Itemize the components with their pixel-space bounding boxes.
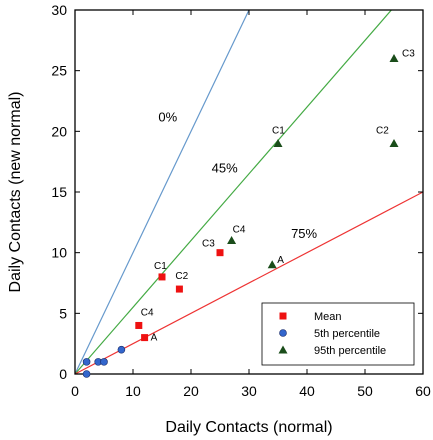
data-point [175, 285, 183, 293]
legend-marker [279, 329, 287, 337]
data-point [82, 358, 91, 366]
x-tick-label: 10 [125, 383, 141, 399]
data-point-label: C2 [376, 125, 389, 136]
x-tick-label: 60 [415, 383, 431, 399]
x-tick-label: 20 [183, 383, 199, 399]
reference-line-label: 75% [291, 226, 317, 241]
data-point-label: C1 [272, 125, 285, 136]
y-axis-title: Daily Contacts (new normal) [7, 92, 24, 293]
series-95th-percentile: A C4 C1 C2 C3 [227, 49, 415, 269]
data-point [273, 138, 283, 147]
y-tick-label: 30 [51, 2, 67, 18]
data-point-label: C2 [175, 271, 188, 282]
data-point [389, 54, 399, 63]
reference-line-75pct [75, 191, 423, 374]
data-point [100, 358, 108, 366]
data-point-label: C3 [202, 239, 215, 250]
data-point [158, 273, 166, 281]
legend-box [261, 302, 415, 366]
legend-marker [278, 345, 288, 354]
y-tick-label: 20 [51, 123, 67, 139]
data-point-label: C3 [402, 49, 415, 60]
reference-line-label: 0% [158, 110, 177, 125]
series-5th-percentile [82, 345, 126, 378]
x-axis-title: Daily Contacts (normal) [165, 419, 332, 436]
data-point-label: C4 [141, 307, 154, 318]
x-tick-label: 50 [357, 383, 373, 399]
data-point [117, 345, 126, 354]
data-point [216, 249, 224, 257]
data-point-label: C1 [154, 261, 167, 272]
reference-lines [75, 10, 423, 374]
reference-line-label: 45% [212, 161, 238, 176]
reference-line-45pct [75, 10, 393, 374]
x-tick-label: 40 [299, 383, 315, 399]
data-point-label: C4 [233, 225, 246, 236]
y-tick-label: 5 [59, 305, 67, 321]
legend-label: 95th percentile [314, 345, 386, 357]
y-tick-label: 10 [51, 245, 67, 261]
data-point [227, 236, 237, 245]
series-mean: A C4 C1 C2 C3 [135, 239, 224, 344]
y-tick-label: 15 [51, 184, 67, 200]
data-point-label: A [277, 255, 284, 266]
x-tick-label: 30 [241, 383, 257, 399]
data-point [141, 334, 149, 342]
x-tick-label: 0 [71, 383, 79, 399]
legend-label: Mean [314, 311, 342, 323]
data-point [135, 321, 143, 329]
legend-marker [279, 312, 287, 320]
reference-line-0pct [75, 10, 250, 374]
data-point [267, 260, 277, 269]
data-point [389, 138, 399, 147]
data-point-label: A [151, 333, 158, 344]
legend-label: 5th percentile [314, 328, 380, 340]
y-tick-label: 0 [59, 366, 67, 382]
y-tick-label: 25 [51, 63, 67, 79]
data-point [82, 370, 91, 378]
